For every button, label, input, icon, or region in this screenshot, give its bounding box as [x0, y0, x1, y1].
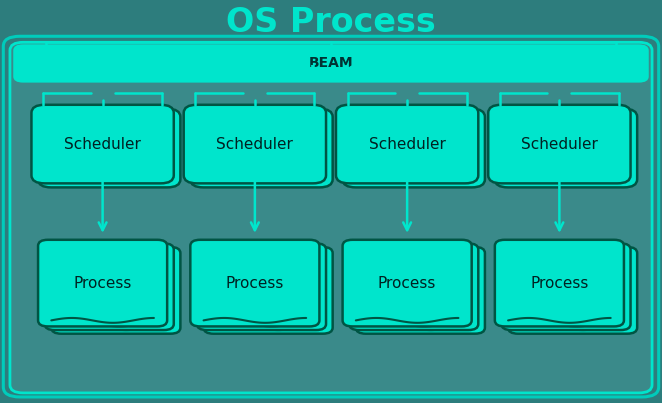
FancyBboxPatch shape — [31, 105, 173, 183]
Text: OS Thread: OS Thread — [498, 64, 621, 85]
Text: Scheduler: Scheduler — [369, 137, 446, 152]
Text: OS Process: OS Process — [226, 6, 436, 39]
FancyBboxPatch shape — [349, 243, 478, 330]
FancyBboxPatch shape — [495, 240, 624, 326]
Text: Process: Process — [226, 276, 284, 291]
Text: Process: Process — [530, 276, 589, 291]
FancyBboxPatch shape — [488, 105, 630, 183]
FancyBboxPatch shape — [183, 105, 326, 183]
FancyBboxPatch shape — [190, 109, 332, 187]
Text: Process: Process — [73, 276, 132, 291]
Text: Scheduler: Scheduler — [216, 137, 293, 152]
FancyBboxPatch shape — [501, 243, 630, 330]
FancyBboxPatch shape — [44, 243, 173, 330]
Text: Scheduler: Scheduler — [521, 137, 598, 152]
FancyBboxPatch shape — [508, 247, 637, 334]
FancyBboxPatch shape — [495, 109, 637, 187]
FancyBboxPatch shape — [51, 247, 180, 334]
FancyBboxPatch shape — [38, 109, 180, 187]
Text: OS Thread: OS Thread — [193, 64, 316, 85]
FancyBboxPatch shape — [190, 240, 319, 326]
FancyBboxPatch shape — [342, 240, 471, 326]
FancyBboxPatch shape — [197, 243, 326, 330]
Text: Scheduler: Scheduler — [64, 137, 141, 152]
FancyBboxPatch shape — [203, 247, 332, 334]
Text: Process: Process — [378, 276, 436, 291]
Text: OS Thread: OS Thread — [41, 64, 164, 85]
FancyBboxPatch shape — [13, 44, 649, 83]
FancyBboxPatch shape — [342, 109, 485, 187]
FancyBboxPatch shape — [336, 105, 478, 183]
FancyBboxPatch shape — [355, 247, 485, 334]
Text: OS Thread: OS Thread — [346, 64, 469, 85]
Text: BEAM: BEAM — [308, 56, 354, 71]
FancyBboxPatch shape — [38, 240, 167, 326]
FancyBboxPatch shape — [10, 42, 652, 393]
